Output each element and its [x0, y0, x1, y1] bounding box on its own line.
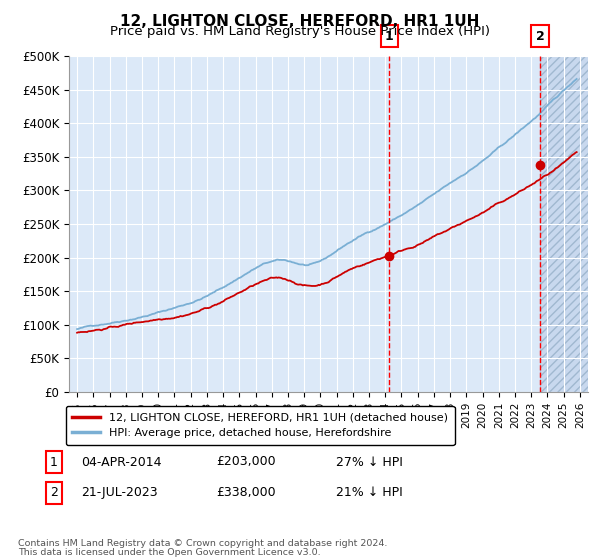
- Text: Contains HM Land Registry data © Crown copyright and database right 2024.: Contains HM Land Registry data © Crown c…: [18, 539, 388, 548]
- Text: 2: 2: [50, 486, 58, 500]
- Text: £203,000: £203,000: [216, 455, 275, 469]
- Text: 1: 1: [385, 30, 394, 43]
- Text: 12, LIGHTON CLOSE, HEREFORD, HR1 1UH: 12, LIGHTON CLOSE, HEREFORD, HR1 1UH: [121, 14, 479, 29]
- Text: 1: 1: [50, 455, 58, 469]
- Text: This data is licensed under the Open Government Licence v3.0.: This data is licensed under the Open Gov…: [18, 548, 320, 557]
- Text: 21% ↓ HPI: 21% ↓ HPI: [336, 486, 403, 500]
- Text: 2: 2: [536, 30, 545, 43]
- Text: 21-JUL-2023: 21-JUL-2023: [81, 486, 158, 500]
- Bar: [540, 56, 588, 392]
- Bar: [540, 56, 588, 392]
- Text: 04-APR-2014: 04-APR-2014: [81, 455, 161, 469]
- Text: £338,000: £338,000: [216, 486, 275, 500]
- Legend: 12, LIGHTON CLOSE, HEREFORD, HR1 1UH (detached house), HPI: Average price, detac: 12, LIGHTON CLOSE, HEREFORD, HR1 1UH (de…: [65, 406, 455, 445]
- Text: Price paid vs. HM Land Registry's House Price Index (HPI): Price paid vs. HM Land Registry's House …: [110, 25, 490, 38]
- Text: 27% ↓ HPI: 27% ↓ HPI: [336, 455, 403, 469]
